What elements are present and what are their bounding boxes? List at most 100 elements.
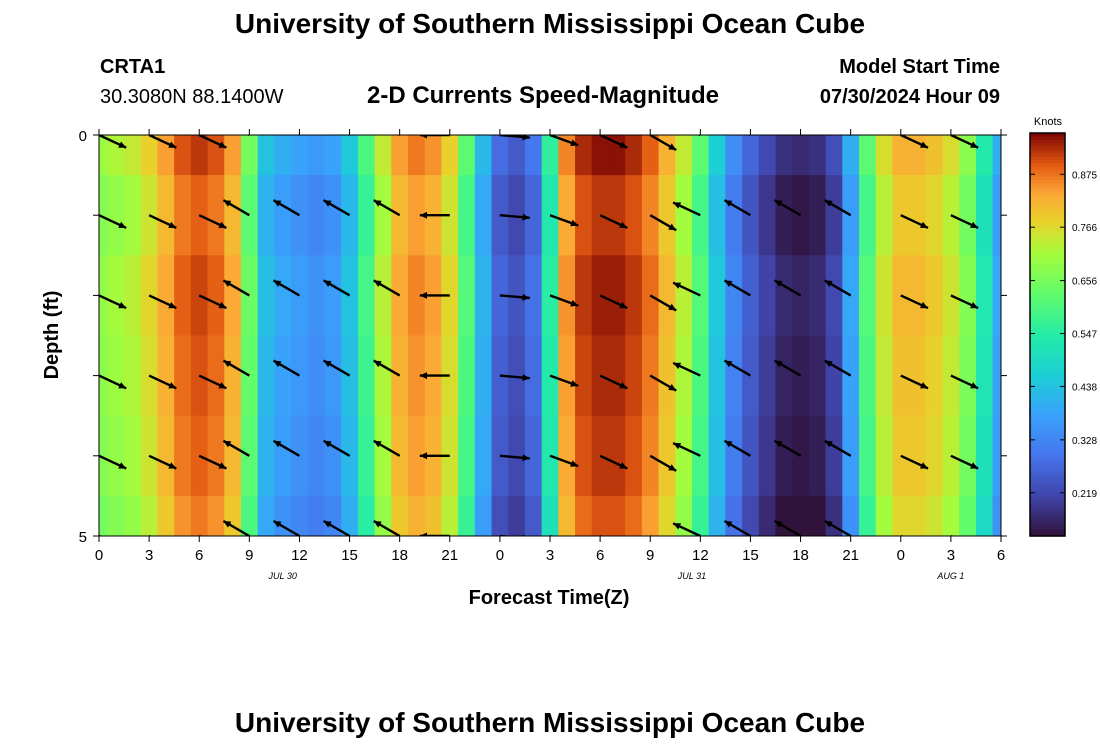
heatmap-cell bbox=[424, 495, 443, 536]
heatmap-cell bbox=[458, 415, 476, 497]
heatmap-cell bbox=[808, 135, 827, 176]
heatmap-cell bbox=[408, 335, 426, 417]
current-vector-head bbox=[419, 452, 427, 460]
current-vector-head bbox=[673, 443, 682, 450]
footer-title: University of Southern Mississippi Ocean… bbox=[234, 707, 866, 738]
heatmap-cell bbox=[825, 175, 843, 256]
colorbar-segment bbox=[1030, 401, 1065, 406]
current-vector-head bbox=[118, 382, 127, 389]
heatmap-cell bbox=[307, 495, 326, 536]
heatmap-cell bbox=[458, 495, 476, 536]
colorbar-segment bbox=[1030, 294, 1065, 299]
station-id: CRTA1 bbox=[100, 56, 166, 78]
colorbar-segment bbox=[1030, 485, 1065, 490]
colorbar-segment bbox=[1030, 398, 1065, 403]
heatmap-cell bbox=[458, 135, 476, 176]
heatmap-cell bbox=[758, 495, 777, 536]
heatmap-cell bbox=[975, 175, 994, 256]
heatmap-cell bbox=[625, 415, 643, 497]
colorbar-segment bbox=[1030, 260, 1065, 265]
heatmap-cell bbox=[792, 255, 810, 337]
colorbar-segment bbox=[1030, 445, 1065, 450]
heatmap-cell bbox=[99, 175, 108, 256]
heatmap-cell bbox=[99, 415, 108, 497]
heatmap-cell bbox=[207, 175, 225, 256]
heatmap-cell bbox=[725, 135, 743, 176]
colorbar-segment bbox=[1030, 149, 1065, 154]
current-vector-head bbox=[419, 291, 427, 299]
heatmap-cell bbox=[808, 335, 827, 417]
current-vector-head bbox=[970, 543, 978, 549]
heatmap-cell bbox=[274, 135, 292, 176]
heatmap-cell bbox=[374, 175, 392, 256]
heatmap-cell bbox=[341, 495, 359, 536]
x-tick-label: 21 bbox=[441, 547, 458, 564]
station-coordinates: 30.3080N 88.1400W bbox=[100, 86, 284, 108]
colorbar-segment bbox=[1030, 472, 1065, 477]
colorbar-segment bbox=[1030, 475, 1065, 480]
heatmap-cell bbox=[341, 255, 359, 337]
heatmap-cell bbox=[742, 415, 760, 497]
colorbar: 0.875 0.766 0.656 0.547 0.438 0.328 0.219 bbox=[1029, 132, 1097, 537]
colorbar-segment bbox=[1030, 186, 1065, 191]
heatmap-cell bbox=[758, 255, 777, 337]
heatmap-cell bbox=[875, 495, 894, 536]
heatmap-cell bbox=[157, 415, 175, 497]
current-vector-head bbox=[419, 211, 427, 219]
heatmap-cell bbox=[742, 495, 760, 536]
heatmap-cell bbox=[291, 175, 309, 256]
colorbar-segment bbox=[1030, 136, 1065, 141]
heatmap-cell bbox=[758, 335, 777, 417]
heatmap-cell bbox=[742, 255, 760, 337]
model-start-label: Model Start Time bbox=[839, 56, 1000, 78]
heatmap-cell bbox=[341, 175, 359, 256]
current-vector-head bbox=[374, 120, 382, 127]
heatmap-cell bbox=[808, 255, 827, 337]
heatmap-cell bbox=[625, 175, 643, 256]
colorbar-segment bbox=[1030, 435, 1065, 440]
heatmap-cell bbox=[174, 175, 192, 256]
heatmap-cell bbox=[391, 255, 409, 337]
heatmap-cell bbox=[625, 335, 643, 417]
current-vector bbox=[347, 135, 350, 137]
heatmap-cell bbox=[107, 255, 125, 337]
current-vector-head bbox=[724, 440, 733, 448]
colorbar-segment bbox=[1030, 263, 1065, 268]
heatmap-cell bbox=[808, 415, 827, 497]
heatmap-cell bbox=[975, 495, 994, 536]
current-vector-head bbox=[218, 141, 227, 148]
heatmap-cell bbox=[625, 255, 643, 337]
heatmap-cell bbox=[408, 495, 426, 536]
heatmap-cell bbox=[992, 495, 1001, 536]
heatmap-cell bbox=[875, 255, 894, 337]
x-tick-label: 15 bbox=[742, 547, 759, 564]
heatmap-cell bbox=[792, 175, 810, 256]
x-tick-label: 9 bbox=[245, 547, 253, 564]
current-vector-head bbox=[920, 301, 928, 309]
current-vector-head bbox=[223, 200, 232, 207]
y-tick-label: 0 bbox=[79, 128, 87, 145]
heatmap-cell bbox=[558, 495, 576, 536]
heatmap-cell bbox=[909, 335, 927, 417]
heatmap-cell bbox=[324, 135, 342, 176]
current-vector-head bbox=[419, 135, 427, 139]
current-vector-head bbox=[273, 521, 282, 528]
current-vector-head bbox=[522, 374, 530, 382]
colorbar-segment bbox=[1030, 290, 1065, 295]
colorbar-segment bbox=[1030, 314, 1065, 319]
heatmap-cell bbox=[725, 335, 743, 417]
colorbar-segment bbox=[1030, 200, 1065, 205]
current-vector-head bbox=[970, 301, 979, 309]
heatmap-cell bbox=[408, 175, 426, 256]
current-vector-head bbox=[774, 440, 783, 448]
heatmap-cell bbox=[909, 255, 927, 337]
heatmap-cell bbox=[107, 415, 125, 497]
colorbar-segment bbox=[1030, 153, 1065, 158]
current-vector-head bbox=[619, 462, 628, 469]
heatmap-cell bbox=[274, 175, 292, 256]
current-vector-head bbox=[970, 141, 979, 148]
colorbar-segment bbox=[1030, 354, 1065, 359]
colorbar-segment bbox=[1030, 274, 1065, 279]
current-vector-head bbox=[419, 532, 427, 536]
current-vector-head bbox=[218, 462, 227, 469]
